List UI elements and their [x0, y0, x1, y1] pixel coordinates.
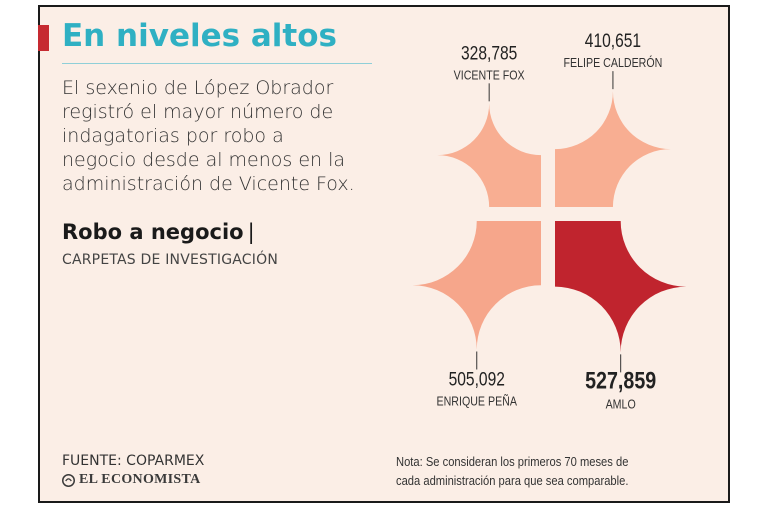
petal-3 [555, 221, 687, 353]
petal-1 [555, 91, 671, 207]
value-label-3: 527,859 [585, 366, 656, 393]
value-label-2: 505,092 [449, 368, 505, 390]
brand-logo: EL ECONOMISTA [62, 472, 201, 488]
petal-0 [437, 103, 541, 207]
value-label-1: 410,651 [585, 30, 641, 52]
brand-mark-icon [62, 473, 75, 487]
subtitle-label: Robo a negocio [62, 220, 244, 244]
chart-subtitle: Robo a negocio | [62, 220, 255, 244]
petal-2 [412, 221, 541, 350]
category-label-0: VICENTE FOX [454, 67, 525, 82]
value-label-0: 328,785 [461, 42, 517, 64]
subtitle-separator: | [247, 220, 255, 244]
category-label-1: FELIPE CALDERÓN [564, 54, 663, 70]
page-title: En niveles altos [62, 18, 337, 54]
source-text: FUENTE: COPARMEX [62, 453, 205, 469]
intro-text: El sexenio de López Obrador registró el … [62, 77, 355, 195]
chart-note: Nota: Se consideran los primeros 70 mese… [396, 454, 629, 488]
category-label-2: ENRIQUE PEÑA [437, 393, 518, 408]
title-divider [62, 63, 372, 64]
brand-name: EL ECONOMISTA [79, 472, 201, 487]
title-accent-bar [38, 25, 49, 51]
category-label-3: AMLO [606, 396, 636, 411]
chart-units: CARPETAS DE INVESTIGACIÓN [62, 252, 278, 268]
